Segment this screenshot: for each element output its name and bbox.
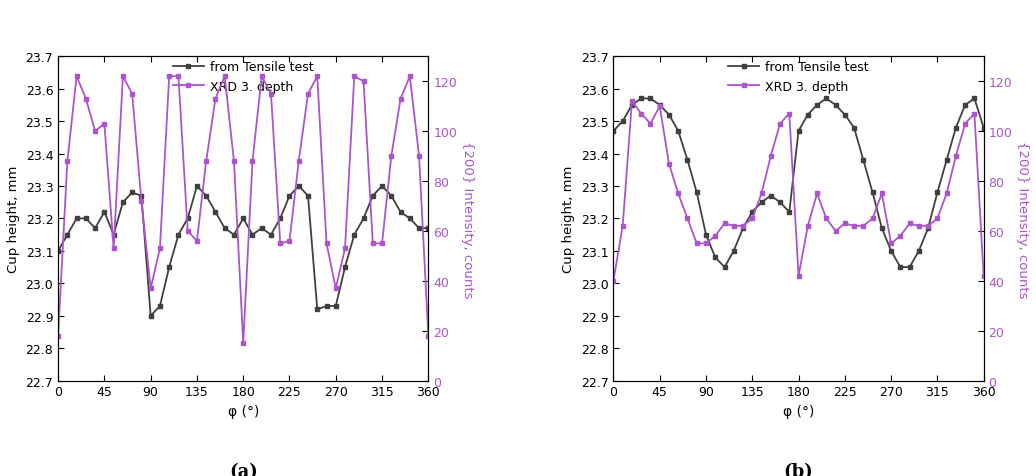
X-axis label: φ (°): φ (°) [783, 404, 814, 418]
Y-axis label: Cup height, mm: Cup height, mm [7, 165, 20, 273]
X-axis label: φ (°): φ (°) [228, 404, 259, 418]
Legend: from Tensile test, XRD 3. depth: from Tensile test, XRD 3. depth [168, 56, 319, 99]
Legend: from Tensile test, XRD 3. depth: from Tensile test, XRD 3. depth [723, 56, 874, 99]
Y-axis label: {200} Intensity, counts: {200} Intensity, counts [1016, 140, 1029, 298]
Y-axis label: Cup height, mm: Cup height, mm [563, 165, 575, 273]
Text: (b): (b) [783, 462, 813, 476]
Y-axis label: {200} Intensity, counts: {200} Intensity, counts [461, 140, 473, 298]
Text: (a): (a) [229, 462, 258, 476]
